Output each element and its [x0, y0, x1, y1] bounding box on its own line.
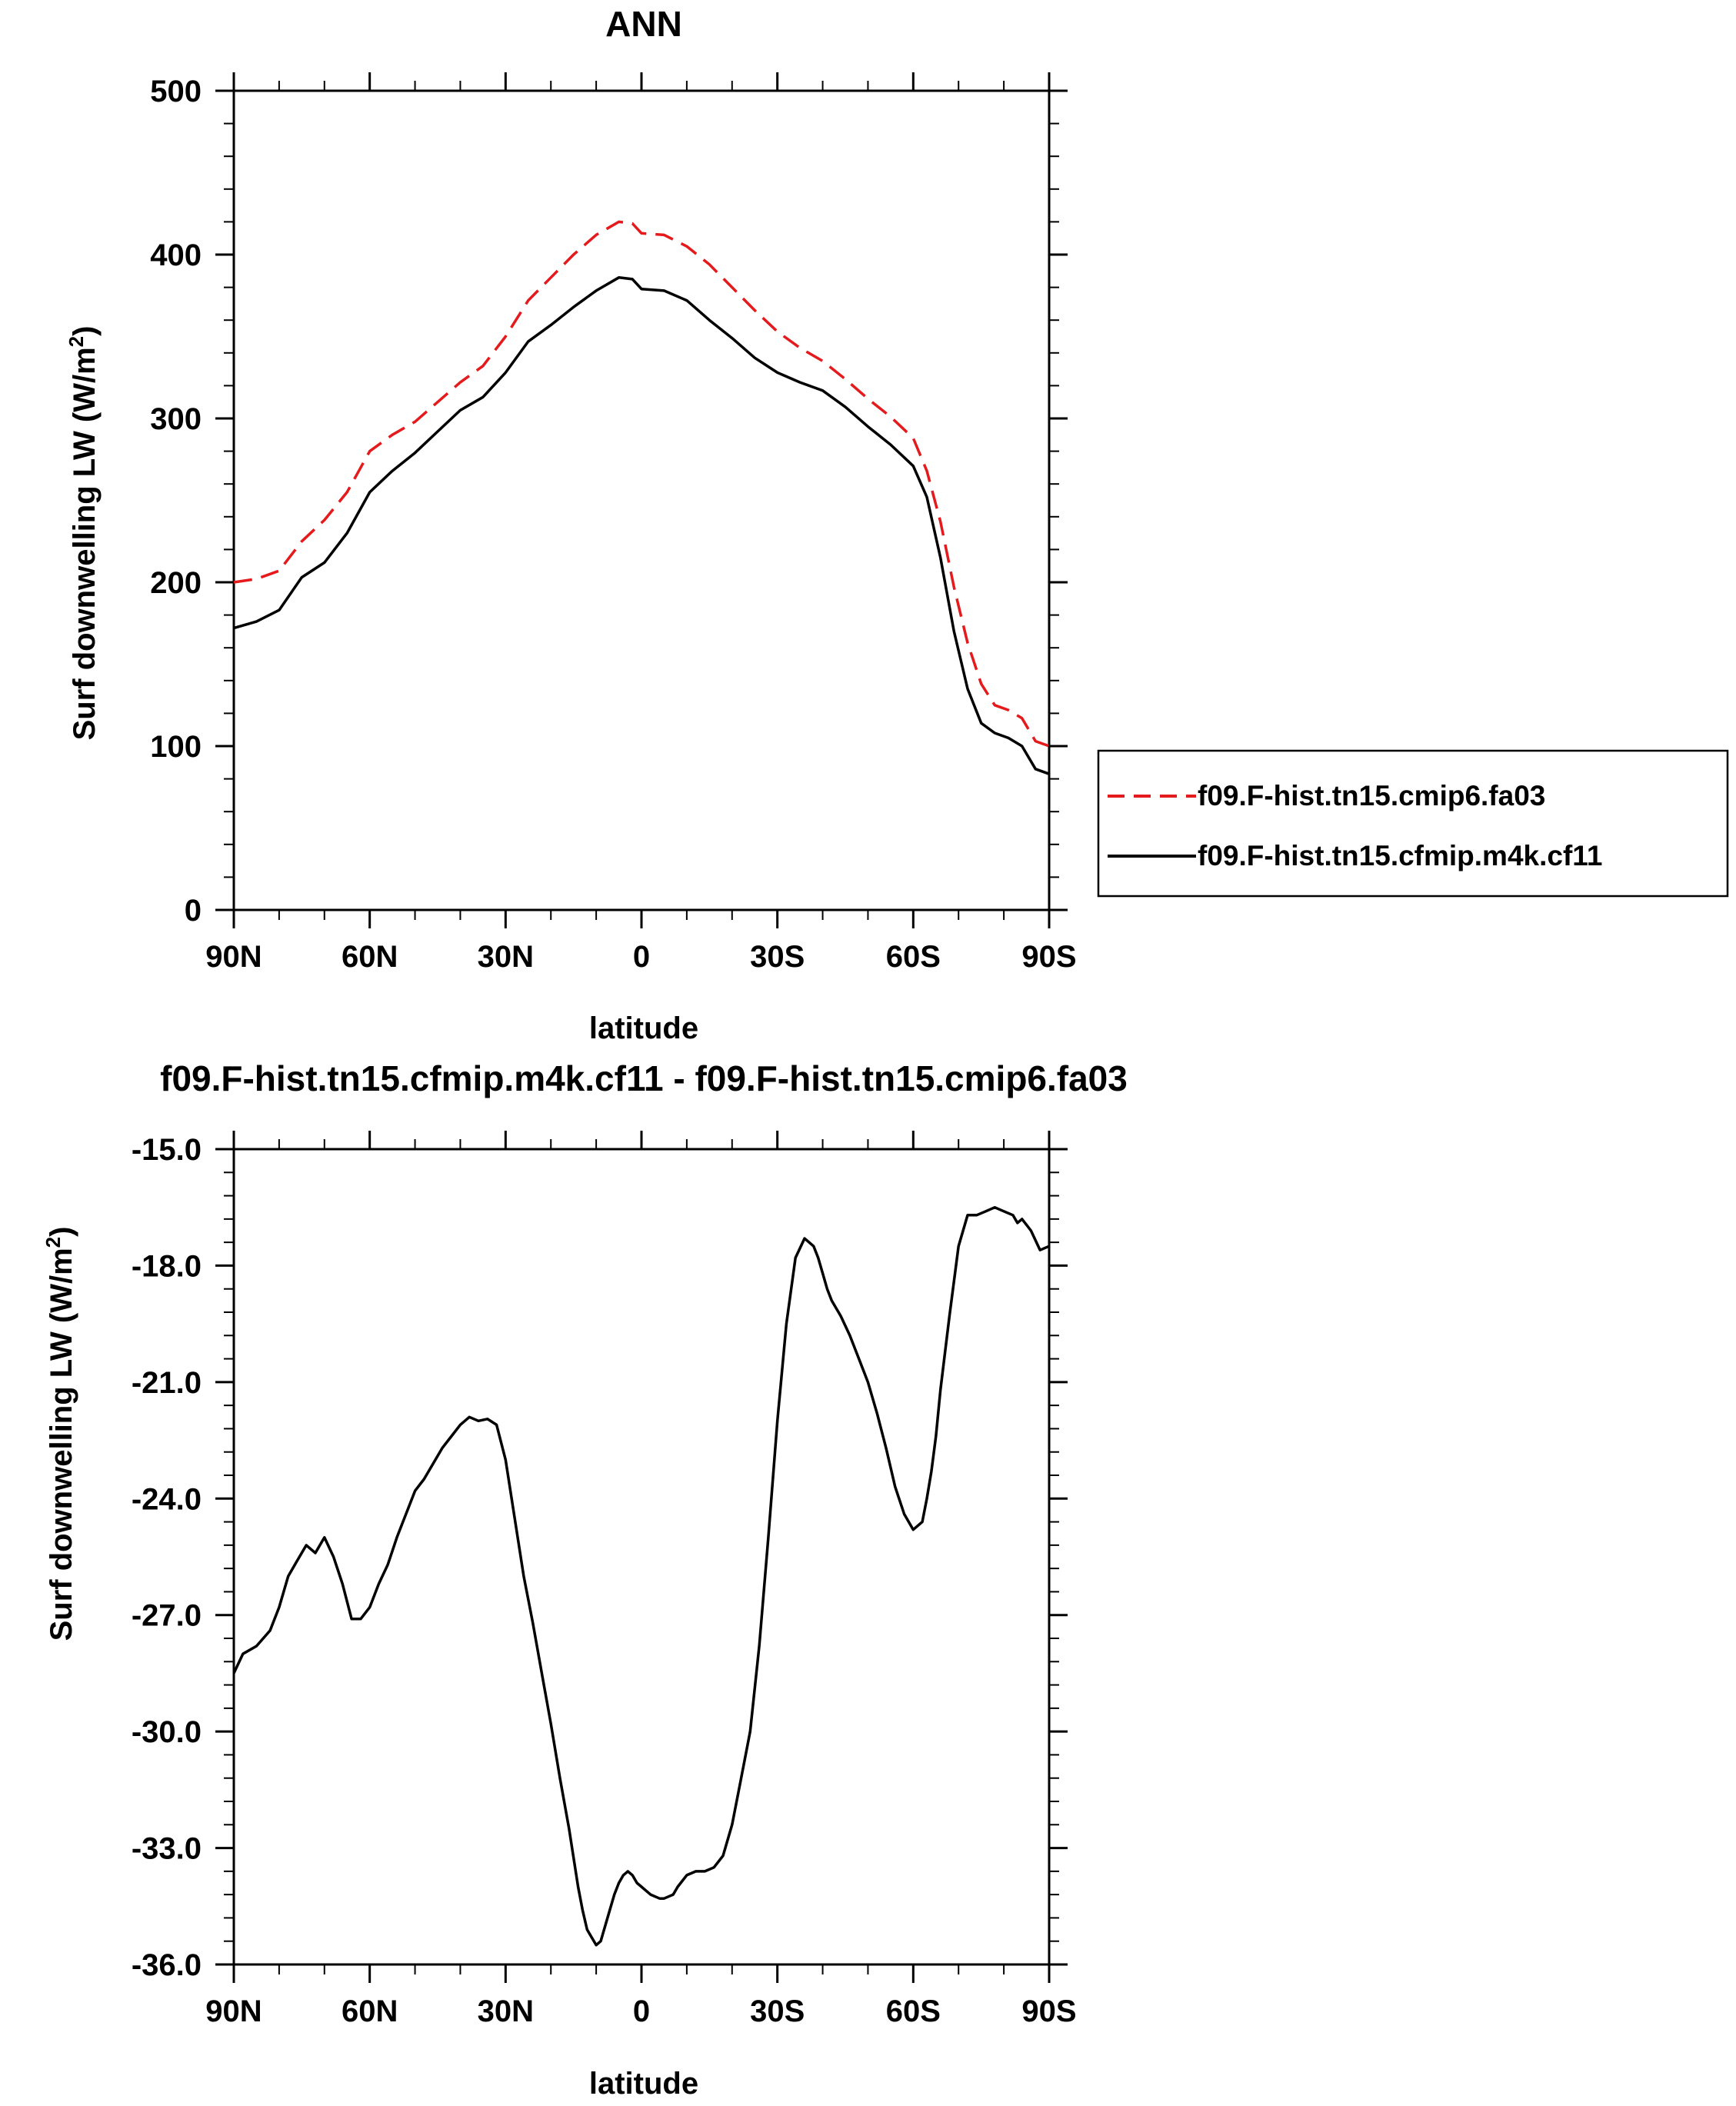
top-y-tick-label: 100: [150, 730, 202, 764]
bottom-x-tick-label: 90S: [1021, 1994, 1076, 2028]
bottom-series-line-0: [232, 1205, 1050, 1947]
legend-label-cfmip-m4k-cf11: f09.F-hist.tn15.cfmip.m4k.cf11: [1198, 840, 1602, 871]
top-x-tick-label: 0: [633, 940, 650, 974]
top-y-tick-label: 500: [150, 75, 202, 108]
bottom-x-tick-label: 90N: [205, 1994, 262, 2028]
bottom-x-tick-label: 0: [633, 1994, 650, 2028]
bottom-y-tick-label: -27.0: [132, 1599, 202, 1633]
top-x-tick-label: 60N: [342, 940, 398, 974]
bottom-y-tick-label: -24.0: [132, 1482, 202, 1516]
top-x-tick-label: 30N: [478, 940, 534, 974]
top-x-tick-label: 90S: [1021, 940, 1076, 974]
bottom-panel: f09.F-hist.tn15.cfmip.m4k.cf11 - f09.F-h…: [42, 1058, 1128, 2101]
top-x-tick-label: 60S: [886, 940, 941, 974]
bottom-y-tick-label: -36.0: [132, 1948, 202, 1982]
top-series-line-0: [233, 220, 1050, 748]
bottom-plot-frame: [232, 1148, 1051, 1966]
bottom-plot-area: 90N 60N 30N 0 30S 60S 90S -36.0 -33.0 -30.0 -27.0 -…: [132, 1131, 1077, 2028]
top-chart-title: ANN: [605, 4, 682, 44]
bottom-y-tick-label: -15.0: [132, 1133, 202, 1167]
bottom-y-tick-label: -30.0: [132, 1715, 202, 1749]
legend: f09.F-hist.tn15.cmip6.fa03 f09.F-hist.tn…: [1097, 749, 1729, 898]
bottom-x-tick-label: 30N: [478, 1994, 534, 2028]
top-panel: ANN 90N 60N 30N 0 30S 60S 90S0100200300400500 …: [65, 4, 1729, 1045]
bottom-x-tick-label: 60N: [342, 1994, 398, 2028]
top-y-tick-label: 300: [150, 402, 202, 436]
bottom-y-tick-label: -33.0: [132, 1832, 202, 1866]
bottom-chart-title: f09.F-hist.tn15.cfmip.m4k.cf11 - f09.F-h…: [160, 1058, 1128, 1098]
top-x-tick-label: 30S: [750, 940, 805, 974]
top-y-axis-label: Surf downwelling LW (W/m2): [65, 326, 102, 741]
top-y-tick-label: 200: [150, 566, 202, 600]
top-y-tick-label: 0: [185, 894, 202, 928]
bottom-y-axis-label: Surf downwelling LW (W/m2): [42, 1227, 78, 1641]
top-x-axis-label: latitude: [589, 1011, 698, 1045]
bottom-x-tick-label: 60S: [886, 1994, 941, 2028]
bottom-x-tick-label: 30S: [750, 1994, 805, 2028]
top-series-line-1: [233, 276, 1050, 775]
top-plot-area: 90N 60N 30N 0 30S 60S 90S 0 100 200 300 400 500: [150, 72, 1077, 974]
top-y-tick-label: 400: [150, 238, 202, 272]
legend-box: [1097, 749, 1729, 898]
top-x-tick-label: 90N: [205, 940, 262, 974]
bottom-x-axis-label: latitude: [589, 2067, 698, 2101]
legend-label-cmip6-fa03: f09.F-hist.tn15.cmip6.fa03: [1198, 780, 1545, 811]
bottom-y-tick-label: -21.0: [132, 1366, 202, 1400]
bottom-y-tick-label: -18.0: [132, 1249, 202, 1283]
